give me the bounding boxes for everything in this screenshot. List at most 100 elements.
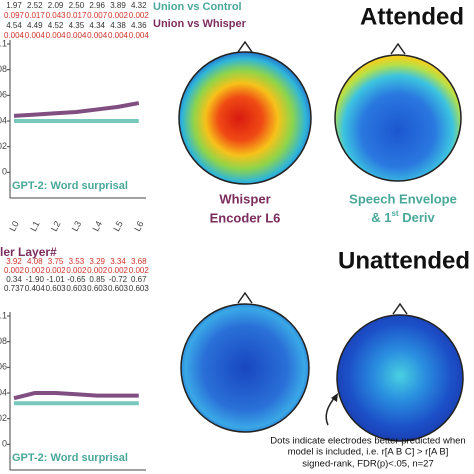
stat-value: 0.603 bbox=[108, 284, 129, 293]
unattended-title: Unattended bbox=[338, 247, 470, 274]
nose bbox=[390, 42, 406, 55]
envelope-label: & 1st Deriv bbox=[371, 209, 435, 225]
x-tick-label: L5 bbox=[111, 219, 125, 233]
stat-value: -0.72 bbox=[109, 275, 128, 284]
stat-value: 2.96 bbox=[89, 1, 105, 10]
note: model is included, i.e. r[A B C] > r[A B… bbox=[288, 447, 449, 458]
stat-value: 0.017 bbox=[66, 11, 87, 20]
topomap-whisper-attended bbox=[178, 51, 312, 185]
stat-value: 0.004 bbox=[87, 31, 108, 40]
stat-value: 3.53 bbox=[69, 257, 85, 266]
y-tick-label: 02 bbox=[0, 413, 7, 423]
whisper-label: Whisper bbox=[219, 191, 270, 206]
nose bbox=[392, 302, 408, 315]
stat-value: 0.603 bbox=[66, 284, 87, 293]
stat-value: 1.97 bbox=[6, 1, 22, 10]
topomap-envelope-unattended bbox=[336, 314, 464, 442]
x-tick-label: L0 bbox=[7, 219, 21, 233]
stat-value: 0.002 bbox=[108, 266, 129, 275]
y-tick-label: 08 bbox=[0, 64, 7, 74]
envelope-label: & 1 bbox=[371, 210, 391, 225]
arrow-head bbox=[331, 393, 338, 402]
stat-value: 4.36 bbox=[131, 21, 147, 30]
stat-value: 3.92 bbox=[6, 257, 22, 266]
x-tick-label: L2 bbox=[49, 219, 63, 233]
stat-value: 3.29 bbox=[89, 257, 105, 266]
stat-value: 0.004 bbox=[129, 31, 150, 40]
stat-value: 0.737 bbox=[4, 284, 25, 293]
legend-entry: Union vs Whisper bbox=[153, 18, 247, 30]
stat-value: 4.32 bbox=[131, 1, 147, 10]
y-tick-label: 02 bbox=[0, 141, 7, 151]
stat-value: 0.34 bbox=[6, 275, 22, 284]
stat-value: -1.90 bbox=[26, 275, 45, 284]
topomap-envelope-attended bbox=[334, 54, 462, 182]
envelope-label: Deriv bbox=[399, 210, 436, 225]
stat-value: 0.004 bbox=[66, 31, 87, 40]
stat-value: 0.002 bbox=[87, 266, 108, 275]
stat-value: 0.603 bbox=[129, 284, 150, 293]
stat-value: -1.01 bbox=[46, 275, 65, 284]
x-tick-label: L1 bbox=[28, 219, 42, 233]
y-tick-label: 08 bbox=[0, 336, 7, 346]
nose bbox=[237, 40, 253, 53]
stat-value: 0.85 bbox=[89, 275, 105, 284]
y-tick-label: 04 bbox=[0, 387, 7, 397]
stat-value: 0.007 bbox=[87, 11, 108, 20]
annotation: GPT-2: Word surprisal bbox=[12, 180, 128, 192]
stat-value: 0.002 bbox=[4, 266, 25, 275]
stat-value: 0.097 bbox=[4, 11, 25, 20]
y-tick-label: 04 bbox=[0, 115, 7, 125]
note: Dots indicate electrodes better predicte… bbox=[270, 436, 465, 447]
legend-entry: Union vs Control bbox=[153, 1, 242, 13]
stat-value: 0.002 bbox=[129, 11, 150, 20]
stat-value: 0.404 bbox=[25, 284, 46, 293]
stat-value: 3.75 bbox=[48, 257, 64, 266]
y-tick-label: .1 bbox=[0, 310, 7, 320]
stat-value: 2.50 bbox=[69, 1, 85, 10]
x-tick-label: L3 bbox=[70, 219, 84, 233]
y-tick-label: 0 bbox=[2, 439, 7, 449]
series-line bbox=[13, 391, 139, 401]
stat-value: -0.65 bbox=[67, 275, 86, 284]
stat-value: 0.67 bbox=[131, 275, 147, 284]
x-tick-label: L6 bbox=[132, 219, 146, 233]
stat-value: 0.002 bbox=[108, 11, 129, 20]
stat-value: 0.002 bbox=[25, 266, 46, 275]
nose bbox=[237, 291, 253, 304]
stat-value: 0.043 bbox=[46, 11, 67, 20]
annotation: GPT-2: Word surprisal bbox=[12, 452, 128, 464]
envelope-label: Speech Envelope bbox=[349, 191, 457, 206]
stat-value: 0.004 bbox=[25, 31, 46, 40]
stat-value: 4.35 bbox=[69, 21, 85, 30]
stat-value: 2.52 bbox=[27, 1, 43, 10]
attended-title: Attended bbox=[360, 3, 464, 30]
topomap-whisper-unattended bbox=[180, 303, 310, 433]
stat-value: 4.52 bbox=[48, 21, 64, 30]
stat-value: 3.89 bbox=[110, 1, 126, 10]
stat-value: 0.603 bbox=[87, 284, 108, 293]
stat-value: 0.017 bbox=[25, 11, 46, 20]
stat-value: 0.004 bbox=[46, 31, 67, 40]
stat-value: 3.34 bbox=[110, 257, 126, 266]
stat-value: 0.002 bbox=[129, 266, 150, 275]
y-tick-label: 06 bbox=[0, 362, 7, 372]
x-axis-label: ler Layer# bbox=[0, 245, 57, 259]
stat-value: 0.002 bbox=[46, 266, 67, 275]
y-tick-label: .1 bbox=[0, 38, 7, 48]
stat-value: 4.54 bbox=[6, 21, 22, 30]
y-tick-label: 06 bbox=[0, 90, 7, 100]
y-tick-label: 0 bbox=[2, 167, 7, 177]
note: signed-rank, FDR(p)<.05, n=27 bbox=[302, 459, 433, 470]
stat-value: 2.09 bbox=[48, 1, 64, 10]
stat-value: 0.004 bbox=[4, 31, 25, 40]
superscript: st bbox=[391, 209, 398, 218]
topomaps bbox=[178, 40, 464, 442]
stat-value: 4.34 bbox=[89, 21, 105, 30]
x-tick-label: L4 bbox=[91, 219, 105, 233]
stat-value: 0.603 bbox=[46, 284, 67, 293]
whisper-label: Encoder L6 bbox=[210, 210, 281, 225]
stat-value: 0.002 bbox=[66, 266, 87, 275]
stat-value: 3.68 bbox=[131, 257, 147, 266]
